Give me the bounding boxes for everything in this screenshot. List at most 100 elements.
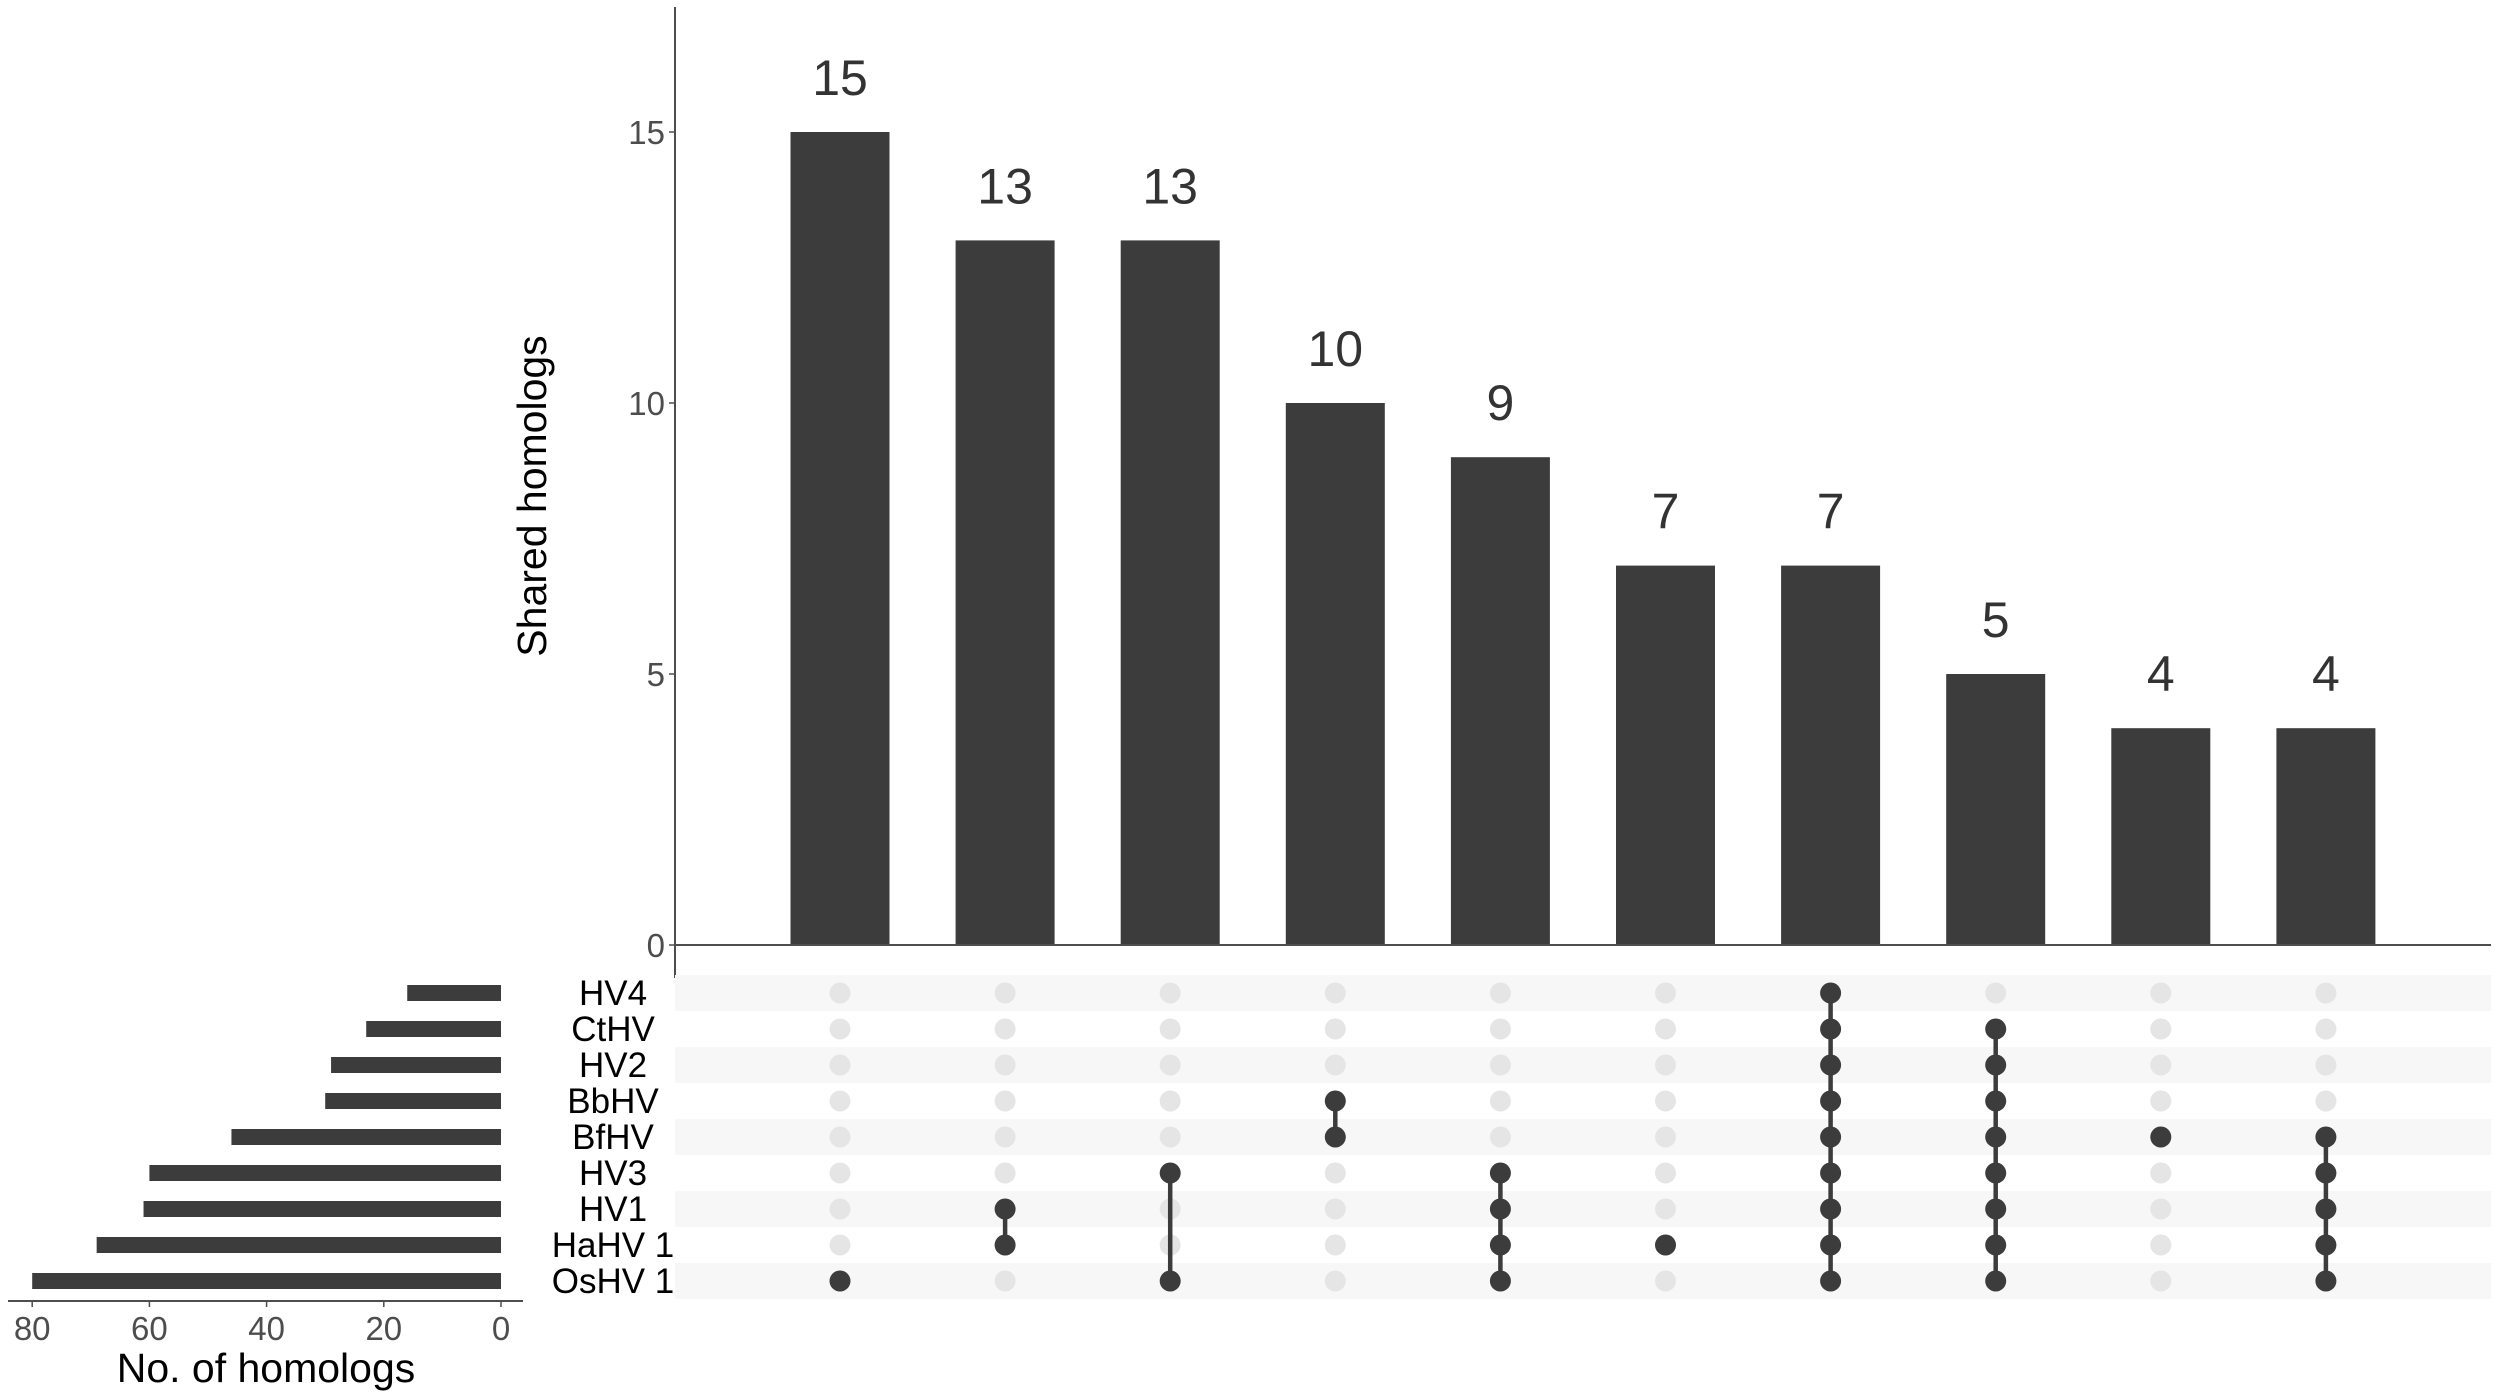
matrix-dot-inactive <box>1324 1198 1346 1220</box>
matrix-dot-inactive <box>1655 1054 1676 1076</box>
matrix-dot-inactive <box>1159 982 1181 1004</box>
matrix-dot-inactive <box>2150 1054 2172 1076</box>
matrix-dot-inactive <box>1489 1126 1511 1148</box>
matrix-dot-active <box>1820 982 1842 1004</box>
matrix-dot-inactive <box>994 1270 1016 1292</box>
intersection-bar <box>1616 565 1715 945</box>
intersection-bar <box>790 132 890 945</box>
matrix-dot-active <box>2315 1270 2337 1292</box>
set-size-tick-label: 40 <box>248 1310 285 1347</box>
set-label: HV3 <box>579 1154 647 1193</box>
matrix-dot-active <box>1985 1018 2007 1040</box>
matrix-row-stripe <box>675 1047 2491 1083</box>
set-size-bar <box>325 1093 501 1109</box>
matrix-dot-inactive <box>1489 982 1511 1004</box>
set-size-bar <box>231 1129 501 1145</box>
intersection-bar-value: 15 <box>812 50 868 106</box>
intersection-bar <box>2111 728 2211 945</box>
matrix-dots <box>829 982 2337 1292</box>
matrix-dot-active <box>1324 1126 1346 1148</box>
matrix-dot-inactive <box>994 1018 1016 1040</box>
matrix-dot-inactive <box>1324 1162 1346 1184</box>
matrix-dot-active <box>1655 1234 1676 1256</box>
y-tick-label: 15 <box>628 114 665 151</box>
matrix-row-stripe <box>675 1263 2491 1299</box>
matrix-dot-inactive <box>994 1054 1016 1076</box>
matrix-dot-inactive <box>829 1126 851 1148</box>
matrix-dot-inactive <box>2150 1234 2172 1256</box>
matrix-dot-active <box>1985 1090 2007 1112</box>
matrix-dot-inactive <box>1489 1054 1511 1076</box>
y-axis-ticks: 0 5 10 15 <box>628 114 675 964</box>
matrix-dot-inactive <box>829 1054 851 1076</box>
set-size-tick-label: 0 <box>492 1310 510 1347</box>
matrix-dot-inactive <box>1324 1234 1346 1256</box>
intersection-bars <box>790 132 2376 945</box>
matrix-dot-active <box>1985 1234 2007 1256</box>
intersection-bar-chart: Shared homologs 0 5 10 15 15 13 13 10 9 7 7 5 4 4 <box>509 7 2491 978</box>
intersection-bar <box>1781 565 1881 945</box>
intersection-bar-value: 13 <box>977 158 1033 214</box>
matrix-dot-inactive <box>1489 1018 1511 1040</box>
matrix-dot-inactive <box>2150 1198 2172 1220</box>
matrix-dot-inactive <box>1655 1198 1676 1220</box>
matrix-dot-inactive <box>2315 982 2337 1004</box>
set-size-bar <box>96 1237 501 1253</box>
matrix-dot-inactive <box>1655 1270 1676 1292</box>
matrix-row-stripe <box>675 1191 2491 1227</box>
intersection-bar <box>1946 674 2046 945</box>
set-size-bar <box>366 1021 501 1037</box>
matrix-dot-active <box>2315 1234 2337 1256</box>
matrix-dot-active <box>2315 1126 2337 1148</box>
set-label: HV1 <box>579 1190 647 1229</box>
set-label: OsHV 1 <box>552 1262 675 1301</box>
matrix-row-stripe <box>675 975 2491 1011</box>
set-size-tick-label: 20 <box>365 1310 402 1347</box>
matrix-dot-active <box>1820 1234 1842 1256</box>
set-size-axis-ticks: 80 60 40 20 0 <box>14 1301 510 1347</box>
set-size-bar <box>149 1165 501 1181</box>
set-size-tick-label: 80 <box>14 1310 51 1347</box>
matrix-dot-inactive <box>2150 982 2172 1004</box>
matrix-dot-active <box>1985 1198 2007 1220</box>
set-label: BbHV <box>567 1082 659 1121</box>
matrix-dot-active <box>829 1270 851 1292</box>
matrix-dot-active <box>1820 1090 1842 1112</box>
intersection-bar <box>1450 457 1550 945</box>
set-label: HV2 <box>579 1046 647 1085</box>
set-label: HaHV 1 <box>552 1226 675 1265</box>
matrix-dot-inactive <box>994 1090 1016 1112</box>
matrix-dot-active <box>1820 1198 1842 1220</box>
matrix-dot-inactive <box>1655 982 1676 1004</box>
intersection-bar <box>1285 403 1385 945</box>
matrix-dot-inactive <box>1324 982 1346 1004</box>
matrix-dot-active <box>994 1198 1016 1220</box>
matrix-dot-active <box>1159 1270 1181 1292</box>
matrix-dot-inactive <box>994 1162 1016 1184</box>
set-size-bar-chart: 80 60 40 20 0 No. of homologs <box>8 985 523 1391</box>
matrix-dot-inactive <box>829 982 851 1004</box>
matrix-dot-active <box>1324 1090 1346 1112</box>
matrix-dot-inactive <box>1159 1018 1181 1040</box>
matrix-dot-inactive <box>1324 1054 1346 1076</box>
matrix-dot-active <box>1820 1018 1842 1040</box>
matrix-dot-active <box>1489 1234 1511 1256</box>
matrix-dot-inactive <box>1159 1090 1181 1112</box>
intersection-bar-value: 10 <box>1307 321 1363 377</box>
matrix-dot-inactive <box>2150 1018 2172 1040</box>
intersection-bar <box>955 240 1055 945</box>
set-label: BfHV <box>572 1118 654 1157</box>
set-size-bar <box>32 1273 501 1289</box>
matrix-dot-active <box>1489 1162 1511 1184</box>
intersection-bar-value: 4 <box>2312 646 2340 702</box>
matrix-dot-inactive <box>1489 1090 1511 1112</box>
matrix-dot-active <box>1985 1162 2007 1184</box>
intersection-bar-value: 7 <box>1817 484 1845 540</box>
matrix-dot-active <box>2315 1162 2337 1184</box>
intersection-bar <box>1120 240 1220 945</box>
intersection-bar-value: 13 <box>1142 158 1198 214</box>
matrix-dot-inactive <box>1324 1270 1346 1292</box>
matrix-dot-inactive <box>1159 1054 1181 1076</box>
